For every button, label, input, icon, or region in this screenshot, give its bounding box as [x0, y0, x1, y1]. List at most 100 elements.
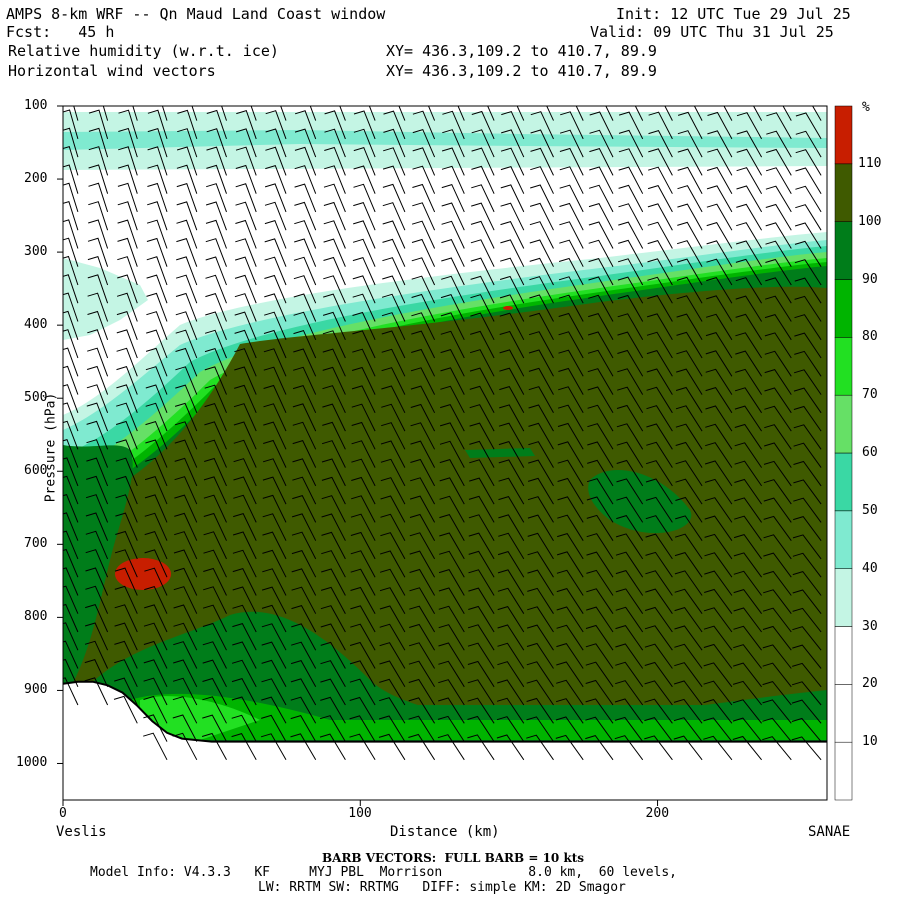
wind-barb — [674, 625, 703, 651]
wind-barb — [499, 294, 525, 322]
wind-barb — [762, 662, 792, 688]
wind-barb — [693, 106, 703, 121]
wind-barb — [585, 679, 614, 706]
wind-barb — [173, 549, 198, 578]
wind-barb — [439, 422, 465, 450]
colorbar-level-label: 110 — [858, 155, 882, 171]
y-tick-label: 900 — [24, 682, 48, 698]
wind-barb — [63, 182, 79, 213]
wind-barb — [263, 384, 287, 414]
wind-barb — [733, 552, 763, 578]
wind-barb — [496, 697, 525, 724]
wind-barb — [644, 680, 673, 706]
wind-barb — [559, 239, 584, 267]
rh-left-patch — [63, 258, 148, 340]
wind-barb — [677, 166, 703, 194]
wind-barb — [63, 493, 79, 523]
wind-barb — [63, 548, 79, 578]
wind-barb — [556, 679, 584, 706]
wind-barb — [202, 714, 227, 742]
wind-barb — [557, 404, 584, 432]
wind-barb — [442, 129, 465, 158]
wind-barb — [615, 680, 644, 706]
wind-barb — [528, 441, 554, 468]
wind-barb — [175, 329, 198, 359]
wind-barb — [116, 329, 138, 359]
wind-barb — [380, 440, 406, 468]
wind-barb — [292, 439, 317, 468]
wind-barb — [764, 424, 792, 450]
wind-barb — [736, 185, 763, 213]
wind-barb — [263, 421, 287, 450]
wind-barb — [411, 348, 436, 377]
rh-lower-green-small — [465, 448, 535, 458]
wind-barb — [762, 681, 792, 706]
wind-barb — [235, 183, 257, 213]
wind-barb — [647, 240, 673, 267]
wind-barb — [558, 276, 584, 304]
wind-barb — [793, 497, 822, 523]
wind-barb — [468, 605, 495, 633]
wind-barb — [792, 626, 822, 651]
wind-barb — [439, 550, 465, 578]
wind-barb — [147, 127, 168, 158]
wind-barb — [438, 587, 465, 614]
wind-barb — [733, 589, 763, 614]
wind-barb — [618, 111, 644, 140]
wind-barb — [409, 605, 436, 633]
wind-barb — [618, 239, 644, 267]
wind-barb — [497, 551, 525, 578]
wind-barb — [88, 146, 109, 176]
wind-barb — [291, 623, 317, 651]
wind-barb — [145, 347, 168, 377]
wind-barb — [233, 476, 257, 505]
wind-barb — [528, 386, 554, 414]
wind-barb — [588, 239, 614, 267]
wind-barb — [705, 423, 733, 450]
wind-barb — [114, 567, 138, 596]
wind-barb — [63, 622, 79, 651]
wind-barb — [233, 458, 257, 487]
wind-barb — [559, 147, 584, 176]
wind-barb — [173, 659, 198, 688]
wind-barb — [645, 460, 673, 487]
wind-barb — [618, 203, 644, 231]
colorbar-swatch — [834, 684, 853, 743]
wind-barb — [469, 367, 495, 395]
wind-barb — [204, 347, 227, 377]
wind-barb — [752, 106, 763, 121]
wind-barb — [648, 130, 673, 158]
x-axis-label: Distance (km) — [390, 824, 500, 840]
wind-barb — [176, 201, 198, 231]
wind-barb — [264, 293, 287, 322]
wind-barb — [765, 295, 792, 322]
wind-barb — [350, 550, 376, 578]
wind-barb — [351, 476, 376, 505]
wind-barb — [63, 329, 79, 359]
wind-barb — [63, 438, 79, 468]
wind-barb — [765, 240, 792, 267]
wind-barb — [675, 460, 703, 487]
wind-barb — [674, 607, 703, 633]
wind-barb — [63, 109, 79, 140]
wind-barb — [381, 330, 406, 359]
wind-barb — [792, 644, 822, 669]
wind-barb — [353, 110, 376, 140]
colorbar-level-label: 70 — [862, 387, 878, 403]
wind-barb — [469, 440, 495, 468]
wind-barb — [795, 204, 822, 231]
wind-barb — [339, 106, 346, 121]
wind-barb — [172, 714, 198, 742]
wind-barb — [703, 735, 733, 761]
wind-barb — [380, 550, 406, 578]
wind-barb — [616, 496, 644, 523]
wind-barb — [557, 496, 584, 523]
wind-barb — [557, 477, 584, 505]
wind-barb — [174, 512, 198, 541]
wind-barb — [323, 201, 346, 231]
wind-barb — [587, 441, 614, 468]
wind-barb — [795, 112, 822, 140]
wind-barb — [294, 110, 317, 140]
wind-barb — [732, 680, 762, 706]
wind-barb — [85, 494, 109, 523]
